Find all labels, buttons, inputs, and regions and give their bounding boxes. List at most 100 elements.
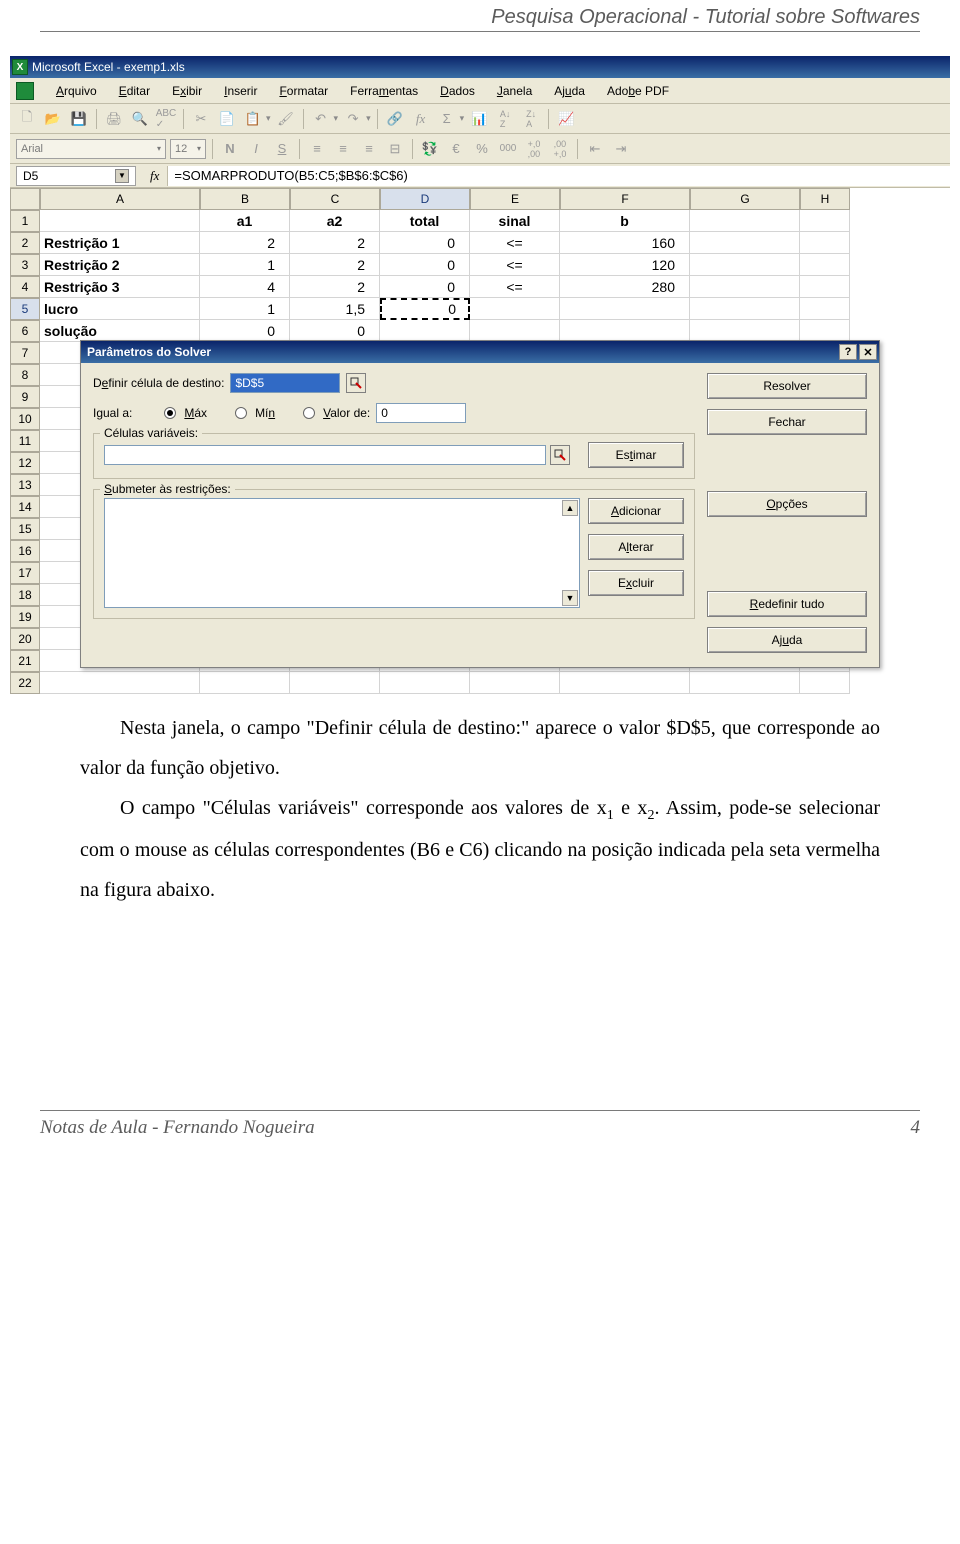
cell-H4[interactable] [800, 276, 850, 298]
drawing-icon[interactable]: 📈 [555, 108, 577, 130]
cell-D22[interactable] [380, 672, 470, 694]
col-header-H[interactable]: H [800, 188, 850, 210]
copy-icon[interactable]: 📄 [216, 108, 238, 130]
row-header-20[interactable]: 20 [10, 628, 40, 650]
fx-icon[interactable]: fx [410, 108, 432, 130]
delete-button[interactable]: Excluir [588, 570, 684, 596]
cell-E6[interactable] [470, 320, 560, 342]
cell-G2[interactable] [690, 232, 800, 254]
col-header-E[interactable]: E [470, 188, 560, 210]
dialog-titlebar[interactable]: Parâmetros do Solver ? ✕ [81, 341, 879, 363]
cell-E5[interactable] [470, 298, 560, 320]
help-icon[interactable]: ? [839, 344, 857, 360]
row-header-19[interactable]: 19 [10, 606, 40, 628]
cell-B6[interactable]: 0 [200, 320, 290, 342]
close-icon[interactable]: ✕ [859, 344, 877, 360]
format-painter-icon[interactable]: 🖌 [275, 108, 297, 130]
cell-F1[interactable]: b [560, 210, 690, 232]
merge-center-icon[interactable]: ⊟ [384, 138, 406, 160]
max-radio[interactable] [164, 407, 176, 419]
variables-input[interactable] [104, 445, 546, 465]
cell-H1[interactable] [800, 210, 850, 232]
cell-G4[interactable] [690, 276, 800, 298]
row-header-7[interactable]: 7 [10, 342, 40, 364]
menu-arquivo[interactable]: Arquivo [46, 82, 107, 100]
name-box[interactable]: D5 ▼ [16, 166, 136, 186]
cell-F6[interactable] [560, 320, 690, 342]
redefinir-button[interactable]: Redefinir tudo [707, 591, 867, 617]
menu-ajuda[interactable]: Ajuda [544, 82, 595, 100]
cell-C1[interactable]: a2 [290, 210, 380, 232]
cell-B1[interactable]: a1 [200, 210, 290, 232]
cell-H22[interactable] [800, 672, 850, 694]
cell-C3[interactable]: 2 [290, 254, 380, 276]
target-cell-input[interactable]: $D$5 [230, 373, 340, 393]
row-header-13[interactable]: 13 [10, 474, 40, 496]
menu-ferramentas[interactable]: Ferramentas [340, 82, 428, 100]
select-all-corner[interactable] [10, 188, 40, 210]
cell-A4[interactable]: Restrição 3 [40, 276, 200, 298]
menu-dados[interactable]: Dados [430, 82, 485, 100]
value-input[interactable]: 0 [376, 403, 466, 423]
cell-D4[interactable]: 0 [380, 276, 470, 298]
cell-A3[interactable]: Restrição 2 [40, 254, 200, 276]
cell-H3[interactable] [800, 254, 850, 276]
change-button[interactable]: Alterar [588, 534, 684, 560]
chart-wizard-icon[interactable]: 📊 [468, 108, 490, 130]
cell-C5[interactable]: 1,5 [290, 298, 380, 320]
cell-A22[interactable] [40, 672, 200, 694]
ajuda-button[interactable]: Ajuda [707, 627, 867, 653]
dropdown-arrow-icon[interactable]: ▾ [366, 113, 371, 124]
preview-icon[interactable]: 🔍 [129, 108, 151, 130]
dropdown-arrow-icon[interactable]: ▼ [115, 169, 129, 183]
row-header-16[interactable]: 16 [10, 540, 40, 562]
cell-D5[interactable]: 0 [380, 298, 470, 320]
constraints-listbox[interactable]: ▲ ▼ [104, 498, 580, 608]
menu-exibir[interactable]: Exibir [162, 82, 212, 100]
new-icon[interactable]: 🗋 [16, 108, 38, 130]
fechar-button[interactable]: Fechar [707, 409, 867, 435]
sort-asc-icon[interactable]: A↓Z [494, 108, 516, 130]
font-size-box[interactable]: 12 ▾ [170, 139, 206, 159]
col-header-C[interactable]: C [290, 188, 380, 210]
cell-A2[interactable]: Restrição 1 [40, 232, 200, 254]
bold-icon[interactable]: N [219, 138, 241, 160]
fx-label[interactable]: fx [142, 168, 167, 184]
cell-E4[interactable]: <= [470, 276, 560, 298]
col-header-D[interactable]: D [380, 188, 470, 210]
menu-inserir[interactable]: Inserir [214, 82, 267, 100]
cell-B22[interactable] [200, 672, 290, 694]
dropdown-arrow-icon[interactable]: ▾ [460, 113, 465, 124]
value-radio[interactable] [303, 407, 315, 419]
row-header-8[interactable]: 8 [10, 364, 40, 386]
row-header-22[interactable]: 22 [10, 672, 40, 694]
align-right-icon[interactable]: ≡ [358, 138, 380, 160]
formula-input[interactable]: =SOMARPRODUTO(B5:C5;$B$6:$C$6) [167, 166, 950, 186]
align-center-icon[interactable]: ≡ [332, 138, 354, 160]
align-left-icon[interactable]: ≡ [306, 138, 328, 160]
row-header-6[interactable]: 6 [10, 320, 40, 342]
resolver-button[interactable]: Resolver [707, 373, 867, 399]
redo-icon[interactable]: ↷ [342, 108, 364, 130]
row-header-18[interactable]: 18 [10, 584, 40, 606]
app-icon[interactable] [16, 82, 34, 100]
save-icon[interactable]: 💾 [68, 108, 90, 130]
cell-C6[interactable]: 0 [290, 320, 380, 342]
scroll-up-icon[interactable]: ▲ [562, 500, 578, 516]
open-icon[interactable]: 📂 [42, 108, 64, 130]
cell-B2[interactable]: 2 [200, 232, 290, 254]
dropdown-arrow-icon[interactable]: ▾ [266, 113, 271, 124]
scroll-down-icon[interactable]: ▼ [562, 590, 578, 606]
cell-F2[interactable]: 160 [560, 232, 690, 254]
paste-icon[interactable]: 📋 [242, 108, 264, 130]
cell-F3[interactable]: 120 [560, 254, 690, 276]
cell-A5[interactable]: lucro [40, 298, 200, 320]
row-header-10[interactable]: 10 [10, 408, 40, 430]
dropdown-arrow-icon[interactable]: ▾ [334, 113, 339, 124]
min-radio[interactable] [235, 407, 247, 419]
cell-C22[interactable] [290, 672, 380, 694]
font-name-box[interactable]: Arial ▾ [16, 139, 166, 159]
row-header-1[interactable]: 1 [10, 210, 40, 232]
col-header-F[interactable]: F [560, 188, 690, 210]
add-button[interactable]: Adicionar [588, 498, 684, 524]
